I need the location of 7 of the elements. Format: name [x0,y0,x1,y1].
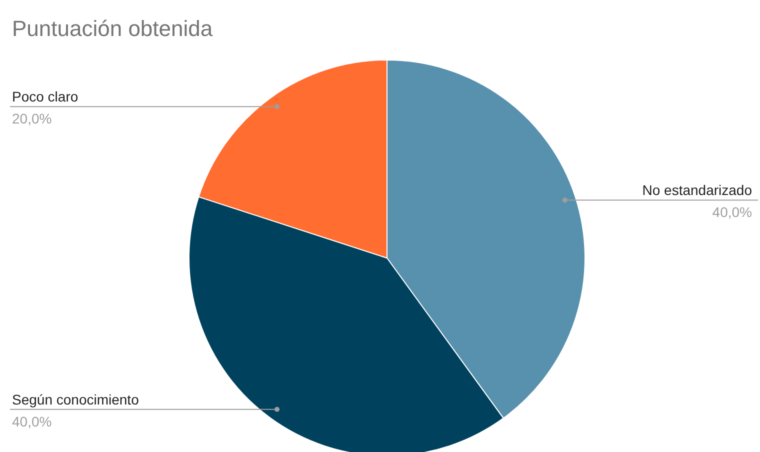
data-label: 40,0% [12,413,52,430]
chart-title: Puntuación obtenida [12,16,214,41]
slice-label: Poco claro [12,88,78,105]
slice-label: No estandarizado [642,182,752,198]
slice-label: Según conocimiento [12,391,140,408]
data-label: 40,0% [712,204,752,220]
data-label: 20,0% [12,110,52,127]
